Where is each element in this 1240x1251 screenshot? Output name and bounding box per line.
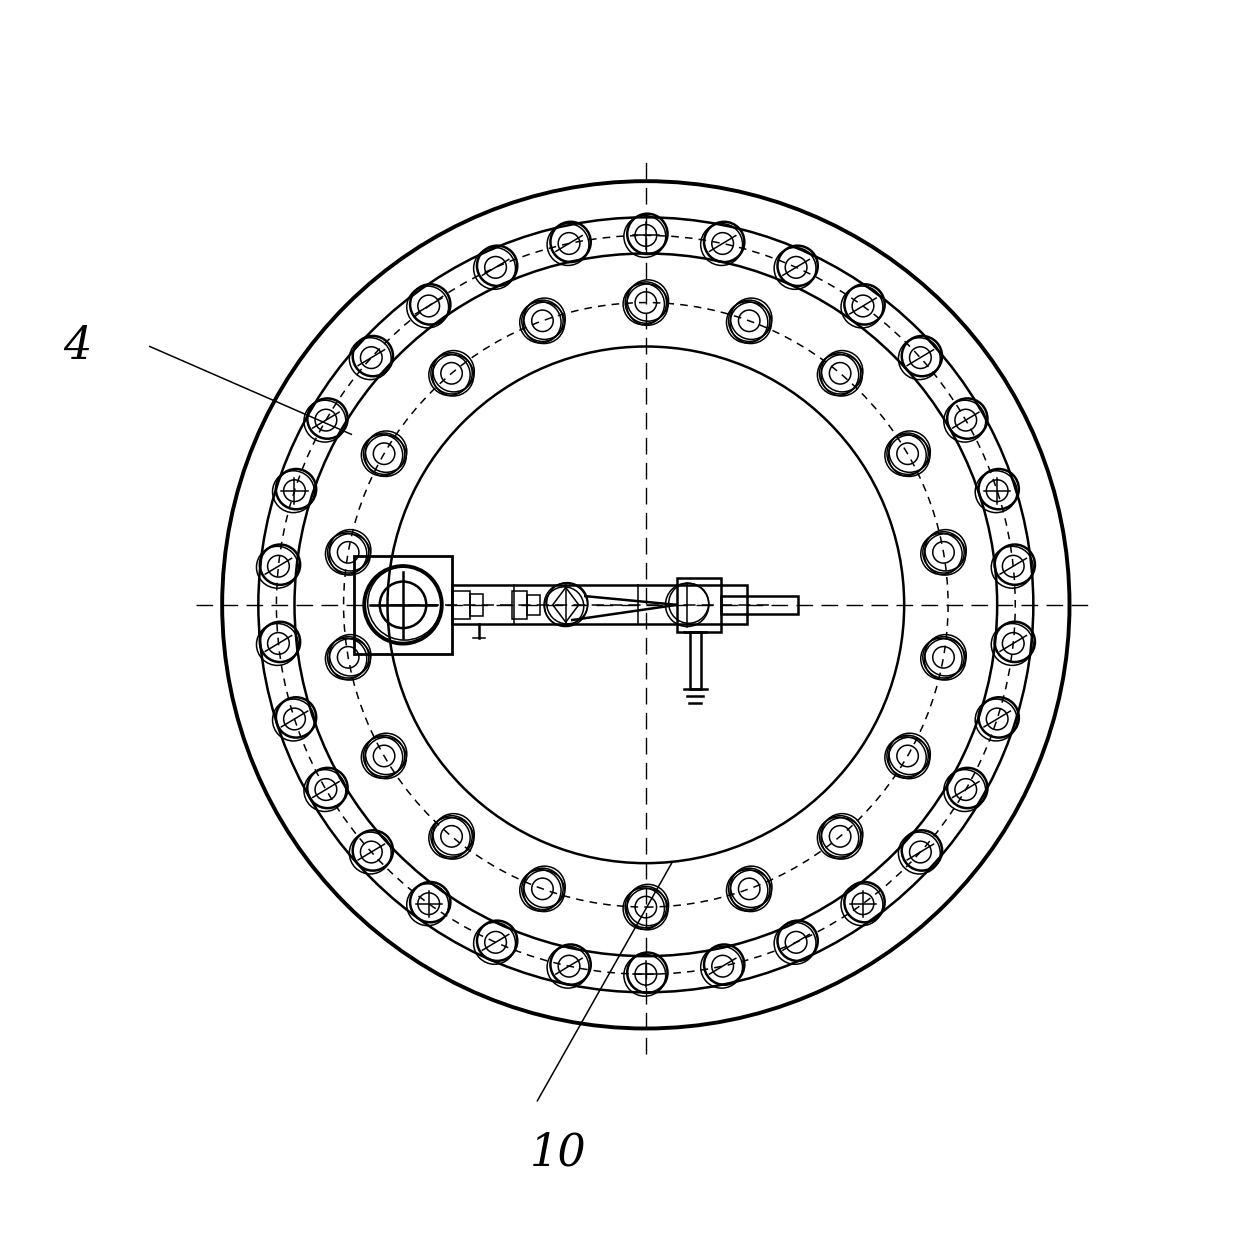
Bar [353, 555, 453, 654]
Bar [677, 578, 720, 632]
Bar [470, 594, 484, 615]
Bar [527, 594, 539, 615]
Bar [689, 632, 701, 688]
Text: 10: 10 [529, 1131, 587, 1175]
Bar [453, 585, 746, 624]
Bar [720, 595, 799, 614]
Text: 4: 4 [63, 325, 92, 368]
Bar [511, 590, 527, 619]
Bar [453, 590, 470, 619]
